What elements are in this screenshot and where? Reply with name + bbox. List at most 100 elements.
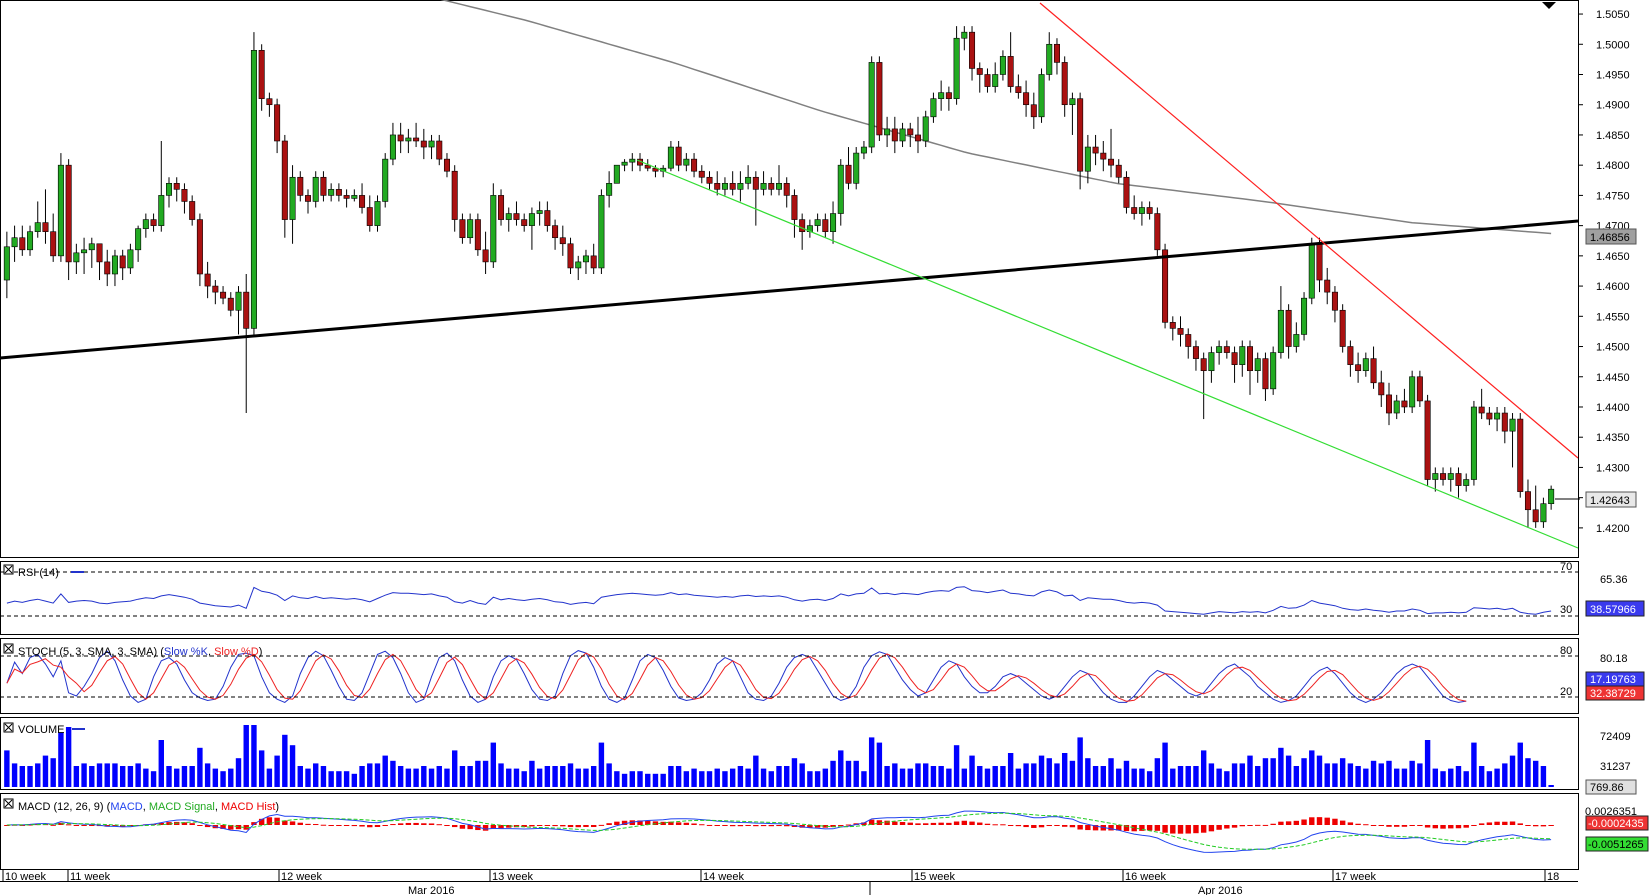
volume-bar: [1432, 768, 1439, 787]
macd-hist-bar: [807, 825, 813, 828]
rsi-close-icon[interactable]: [3, 564, 14, 575]
week-label: 10 week: [5, 871, 46, 883]
candle-body: [559, 237, 566, 245]
volume-bar: [637, 771, 643, 787]
macd-hist-bar: [436, 824, 442, 826]
volume-bar: [258, 750, 265, 787]
macd-hist-bar: [714, 825, 720, 826]
candle: [1501, 406, 1508, 444]
macd-hist-bar: [328, 825, 334, 826]
candle: [1301, 292, 1308, 341]
volume-bar: [1092, 766, 1099, 787]
candle-body: [366, 207, 373, 226]
volume-bar: [1339, 758, 1346, 787]
candle-body: [96, 243, 103, 263]
macd-hist-bar: [1448, 825, 1454, 829]
macd-hist-bar: [784, 825, 790, 827]
macd-hist-bar: [343, 825, 350, 826]
volume-bar: [838, 750, 844, 787]
candle-body: [976, 68, 983, 75]
price-tick-label: 1.4300: [1596, 462, 1630, 474]
volume-bar: [251, 725, 257, 787]
candle-body: [158, 195, 165, 226]
candle-body: [405, 137, 412, 142]
candle-body: [1401, 400, 1408, 408]
macd-hist-bar: [158, 822, 164, 825]
stoch-lines: [6, 650, 1467, 704]
volume-bar: [1401, 768, 1408, 787]
candle-body: [644, 164, 651, 169]
macd-hist-bar: [915, 823, 921, 825]
price-tick-label: 1.4350: [1596, 432, 1630, 444]
macd-hist-bar: [490, 825, 497, 830]
ma-path: [440, 0, 1552, 235]
candle: [1532, 485, 1539, 528]
candle: [698, 165, 705, 184]
volume-bar: [1208, 763, 1215, 787]
macd-hist-bar: [1509, 821, 1516, 825]
macd-hist-bar: [838, 825, 844, 826]
volume-bar: [1463, 771, 1469, 787]
candle: [1231, 346, 1238, 383]
candle: [1524, 479, 1531, 528]
candle: [1424, 394, 1431, 486]
candle-body: [498, 195, 505, 220]
volume-bar: [451, 750, 458, 787]
candle-body: [521, 219, 528, 226]
stoch-k-path: [6, 650, 1467, 704]
macd-hist-bar: [899, 821, 906, 825]
macd-hist-bar: [861, 822, 867, 825]
candle: [119, 249, 126, 281]
volume-bar: [1139, 768, 1145, 787]
price-panel: [0, 0, 1579, 558]
candle-body: [1378, 382, 1385, 396]
scroll-marker-icon[interactable]: [1542, 2, 1556, 9]
price-tick-label: 1.4650: [1596, 251, 1630, 263]
candle: [582, 249, 589, 274]
volume-bar: [1100, 766, 1107, 787]
svg-text:769.86: 769.86: [1590, 782, 1624, 794]
macd-hist-bar: [1355, 823, 1361, 825]
macd-hist-bar: [675, 822, 682, 825]
volume-bar: [946, 768, 952, 787]
candle-body: [992, 74, 999, 87]
stoch-level-80-label: 80: [1560, 645, 1572, 657]
volume-bar: [1185, 766, 1191, 787]
candle-body: [1030, 104, 1037, 118]
macd-hist-bar: [814, 825, 821, 828]
macd-hist-bar: [297, 822, 303, 825]
candle-body: [1115, 164, 1122, 178]
candle: [1362, 352, 1369, 377]
macd-close-icon[interactable]: [3, 798, 14, 809]
macd-hist-bar: [1285, 821, 1292, 825]
candle: [1463, 473, 1470, 492]
candle: [1177, 316, 1184, 347]
candle: [1494, 406, 1501, 432]
volume-bar: [359, 766, 365, 787]
volume-close-icon[interactable]: [3, 722, 14, 733]
macd-hist-bar: [660, 821, 666, 825]
candle-body: [1524, 491, 1531, 511]
stoch-axis-value: 80.18: [1600, 653, 1628, 665]
macd-hist-bar: [112, 825, 118, 827]
candle: [405, 128, 412, 154]
macd-hist-bar: [235, 825, 242, 830]
candle-body: [1254, 358, 1261, 372]
candle-body: [791, 195, 798, 220]
candle: [111, 249, 118, 287]
macd-hist-bar: [1216, 825, 1222, 830]
volume-bar: [513, 768, 520, 787]
volume-bar: [282, 734, 288, 787]
macd-hist-bar: [1517, 823, 1523, 825]
candle: [158, 140, 165, 232]
volume-bar: [58, 732, 64, 787]
candle: [304, 189, 311, 214]
candle-body: [1046, 43, 1053, 75]
candle-body: [135, 228, 142, 251]
candle-body: [1092, 146, 1099, 154]
stoch-close-icon[interactable]: [3, 643, 14, 654]
volume-bar: [35, 763, 41, 787]
candle-body: [1100, 152, 1107, 160]
candle: [1262, 352, 1269, 401]
candle-body: [220, 291, 227, 299]
